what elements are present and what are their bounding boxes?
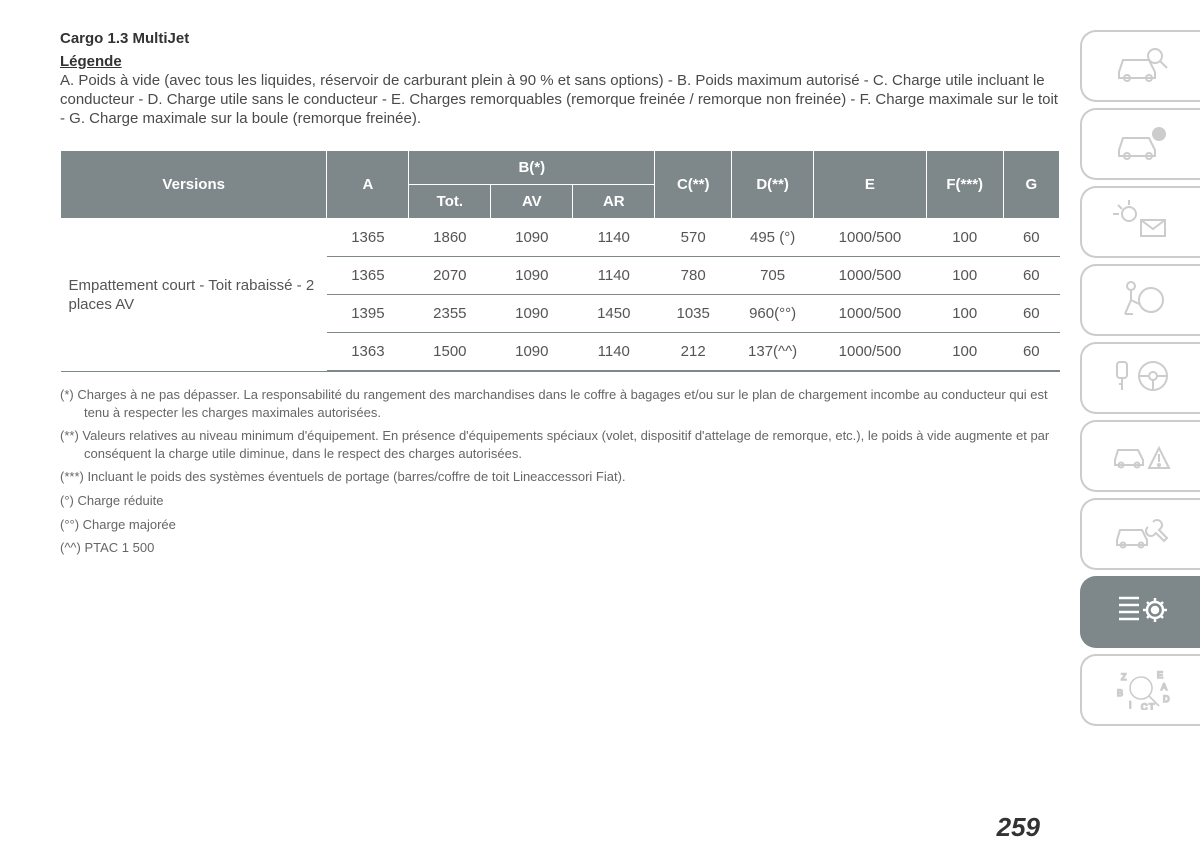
version-cell: Empattement court - Toit rabaissé - 2 pl… (61, 219, 327, 372)
legend-text: A. Poids à vide (avec tous les liquides,… (60, 72, 1060, 128)
svg-text:B: B (1117, 688, 1123, 698)
footnote: (°) Charge réduite (60, 492, 1060, 510)
car-search-icon (1111, 42, 1171, 90)
key-wheel-icon (1111, 354, 1171, 402)
footnote: (*) Charges à ne pas dépasser. La respon… (60, 386, 1060, 421)
page-title: Cargo 1.3 MultiJet (60, 30, 1060, 47)
col-e: E (814, 151, 927, 219)
light-mail-icon (1111, 198, 1171, 246)
tab-tech-specs[interactable] (1080, 576, 1200, 648)
footnotes: (*) Charges à ne pas dépasser. La respon… (60, 386, 1060, 556)
svg-text:C: C (1141, 702, 1148, 710)
footnote: (°°) Charge majorée (60, 516, 1060, 534)
car-wrench-icon (1111, 510, 1171, 558)
svg-text:D: D (1163, 694, 1170, 704)
tab-dashboard[interactable]: i (1080, 108, 1200, 180)
col-c: C(**) (655, 151, 732, 219)
footnote: (**) Valeurs relatives au niveau minimum… (60, 427, 1060, 462)
airbag-icon (1111, 276, 1171, 324)
tab-know-car[interactable] (1080, 30, 1200, 102)
svg-text:E: E (1157, 670, 1163, 680)
col-g: G (1003, 151, 1059, 219)
svg-text:I: I (1129, 700, 1132, 710)
weights-table: Versions A B(*) C(**) D(**) E F(***) G T… (60, 150, 1060, 372)
list-gear-icon (1111, 588, 1171, 636)
tab-starting[interactable] (1080, 342, 1200, 414)
car-warning-icon (1111, 432, 1171, 480)
col-a: A (327, 151, 409, 219)
tab-emergency[interactable] (1080, 420, 1200, 492)
col-b-tot: Tot. (409, 185, 491, 219)
legend-label: Légende (60, 53, 1060, 70)
svg-text:Z: Z (1121, 672, 1127, 682)
index-icon: Z E B A I CTD (1111, 666, 1171, 714)
col-f: F(***) (926, 151, 1003, 219)
col-b-ar: AR (573, 185, 655, 219)
col-versions: Versions (61, 151, 327, 219)
footnote: (***) Incluant le poids des systèmes éve… (60, 468, 1060, 486)
tab-index[interactable]: Z E B A I CTD (1080, 654, 1200, 726)
main-content: Cargo 1.3 MultiJet Légende A. Poids à vi… (60, 30, 1060, 563)
col-b: B(*) (409, 151, 655, 185)
col-d: D(**) (732, 151, 814, 219)
car-info-icon: i (1111, 120, 1171, 168)
page-number: 259 (997, 812, 1040, 843)
footnote: (^^) PTAC 1 500 (60, 539, 1060, 557)
sidebar-tabs: i Z E B A I CTD (1080, 30, 1200, 726)
table-row: Empattement court - Toit rabaissé - 2 pl… (61, 219, 1060, 257)
svg-text:T: T (1149, 702, 1155, 710)
col-b-av: AV (491, 185, 573, 219)
tab-safety[interactable] (1080, 264, 1200, 336)
tab-lights[interactable] (1080, 186, 1200, 258)
tab-maintenance[interactable] (1080, 498, 1200, 570)
svg-text:A: A (1161, 682, 1167, 692)
